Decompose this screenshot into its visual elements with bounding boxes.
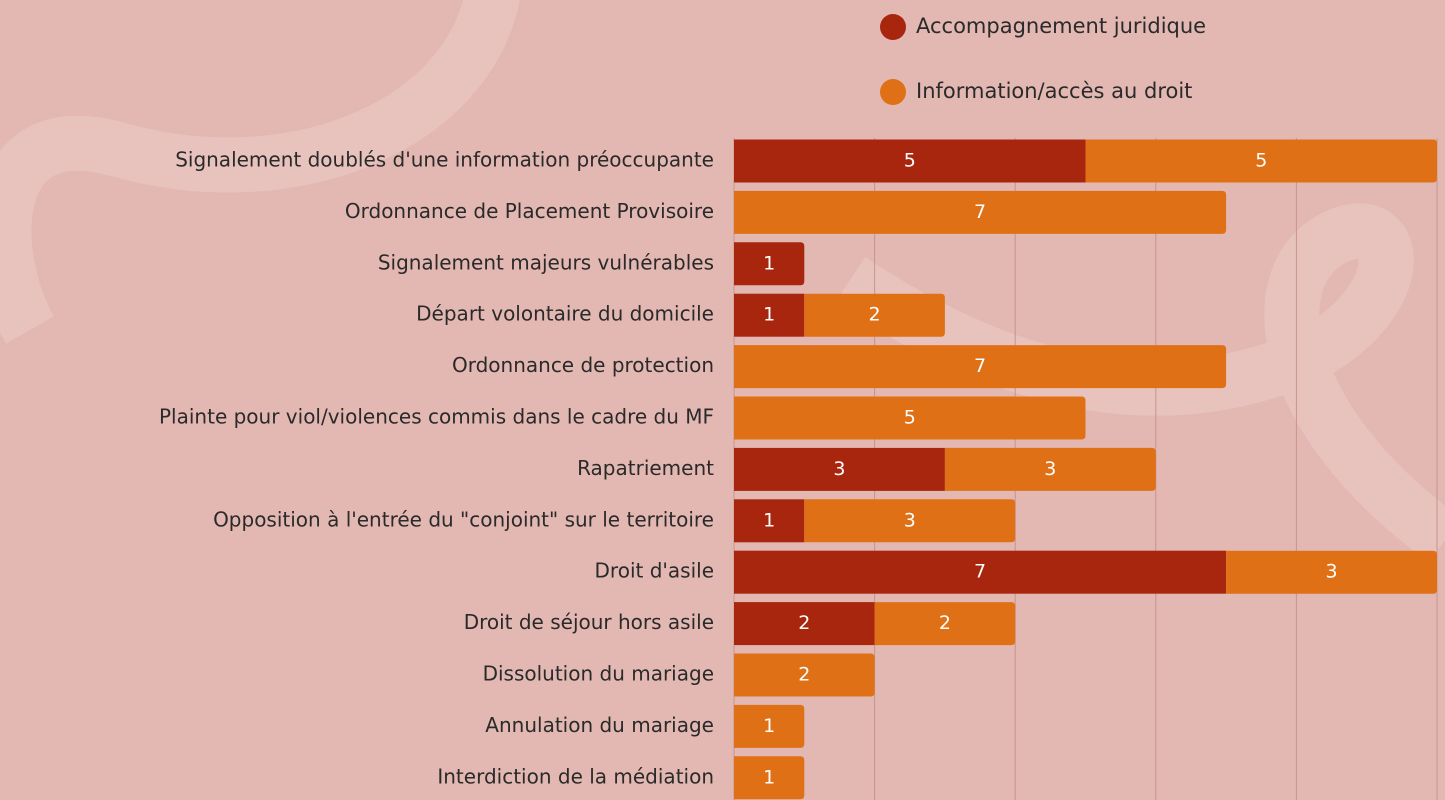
y-tick-label: Droit de séjour hors asile <box>464 610 714 634</box>
value-label: 1 <box>763 715 775 737</box>
y-tick-label: Signalement majeurs vulnérables <box>378 250 714 274</box>
value-label: 1 <box>763 252 775 274</box>
value-label: 1 <box>763 766 775 788</box>
legend-label: Accompagnement juridique <box>916 14 1206 38</box>
value-label: 3 <box>1326 561 1338 583</box>
y-tick-label: Départ volontaire du domicile <box>416 302 714 326</box>
legend-marker <box>880 79 906 105</box>
value-label: 3 <box>904 509 916 531</box>
value-label: 2 <box>798 612 810 634</box>
chart: Accompagnement juridique Information/accè… <box>0 0 1445 800</box>
value-label: 7 <box>974 355 986 377</box>
y-tick-label: Rapatriement <box>577 456 714 480</box>
value-label: 3 <box>833 458 845 480</box>
value-label: 5 <box>904 407 916 429</box>
y-tick-label: Plainte pour viol/violences commis dans … <box>159 405 714 429</box>
y-tick-label: Annulation du mariage <box>485 713 714 737</box>
value-label: 3 <box>1044 458 1056 480</box>
value-label: 1 <box>763 509 775 531</box>
value-label: 5 <box>1255 150 1267 172</box>
y-tick-label: Ordonnance de Placement Provisoire <box>345 199 714 223</box>
value-label: 2 <box>798 664 810 686</box>
value-label: 7 <box>974 201 986 223</box>
value-label: 2 <box>939 612 951 634</box>
y-tick-label: Droit d'asile <box>595 559 714 583</box>
y-tick-label: Dissolution du mariage <box>483 662 714 686</box>
value-label: 7 <box>974 561 986 583</box>
y-tick-label: Interdiction de la médiation <box>437 764 714 788</box>
legend-marker <box>880 14 906 40</box>
value-label: 5 <box>904 150 916 172</box>
value-label: 1 <box>763 304 775 326</box>
y-tick-label: Signalement doublés d'une information pr… <box>175 148 714 172</box>
legend-label: Information/accès au droit <box>916 79 1192 103</box>
y-tick-label: Ordonnance de protection <box>452 353 714 377</box>
value-label: 2 <box>869 304 881 326</box>
y-tick-label: Opposition à l'entrée du "conjoint" sur … <box>213 507 714 531</box>
